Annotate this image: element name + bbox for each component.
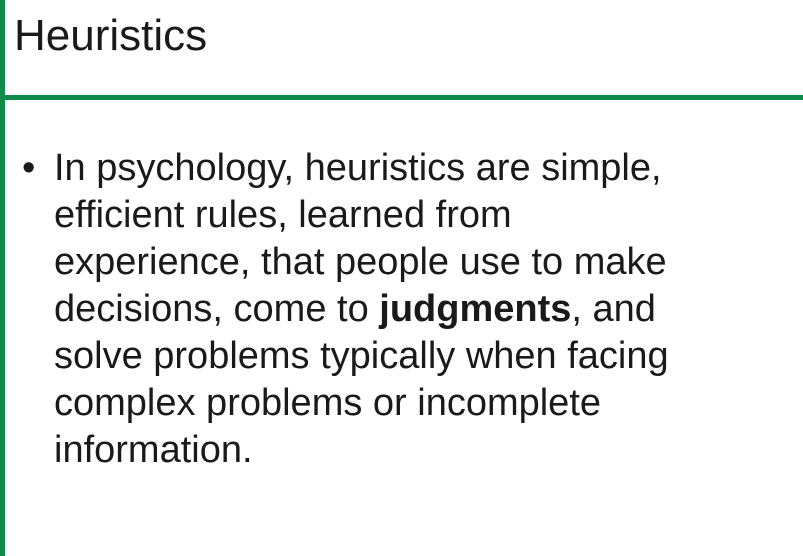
- bullet-line: experience, that people use to make: [54, 241, 667, 283]
- bullet-line: complex problems or incomplete: [54, 382, 602, 424]
- bold-term: judgments: [379, 288, 572, 330]
- bullet-item: • In psychology, heuristics are simple, …: [22, 145, 797, 474]
- bullet-line: information.: [54, 429, 253, 471]
- bullet-line: In psychology, heuristics are simple,: [54, 147, 662, 189]
- bullet-line: decisions, come to judgments, and: [54, 286, 795, 333]
- bullet-dot-icon: •: [22, 147, 36, 189]
- bullet-text: In psychology, heuristics are simple, ef…: [54, 145, 795, 474]
- bullet-line: solve problems typically when facing: [54, 335, 669, 377]
- accent-bar-left: [0, 0, 5, 556]
- bullet-line-text: decisions, come to: [54, 288, 380, 330]
- title-divider: [0, 95, 803, 100]
- bullet-line: efficient rules, learned from: [54, 194, 512, 236]
- slide-content: • In psychology, heuristics are simple, …: [22, 145, 797, 474]
- bullet-line-text: , and: [571, 288, 656, 330]
- slide-title: Heuristics: [14, 11, 208, 60]
